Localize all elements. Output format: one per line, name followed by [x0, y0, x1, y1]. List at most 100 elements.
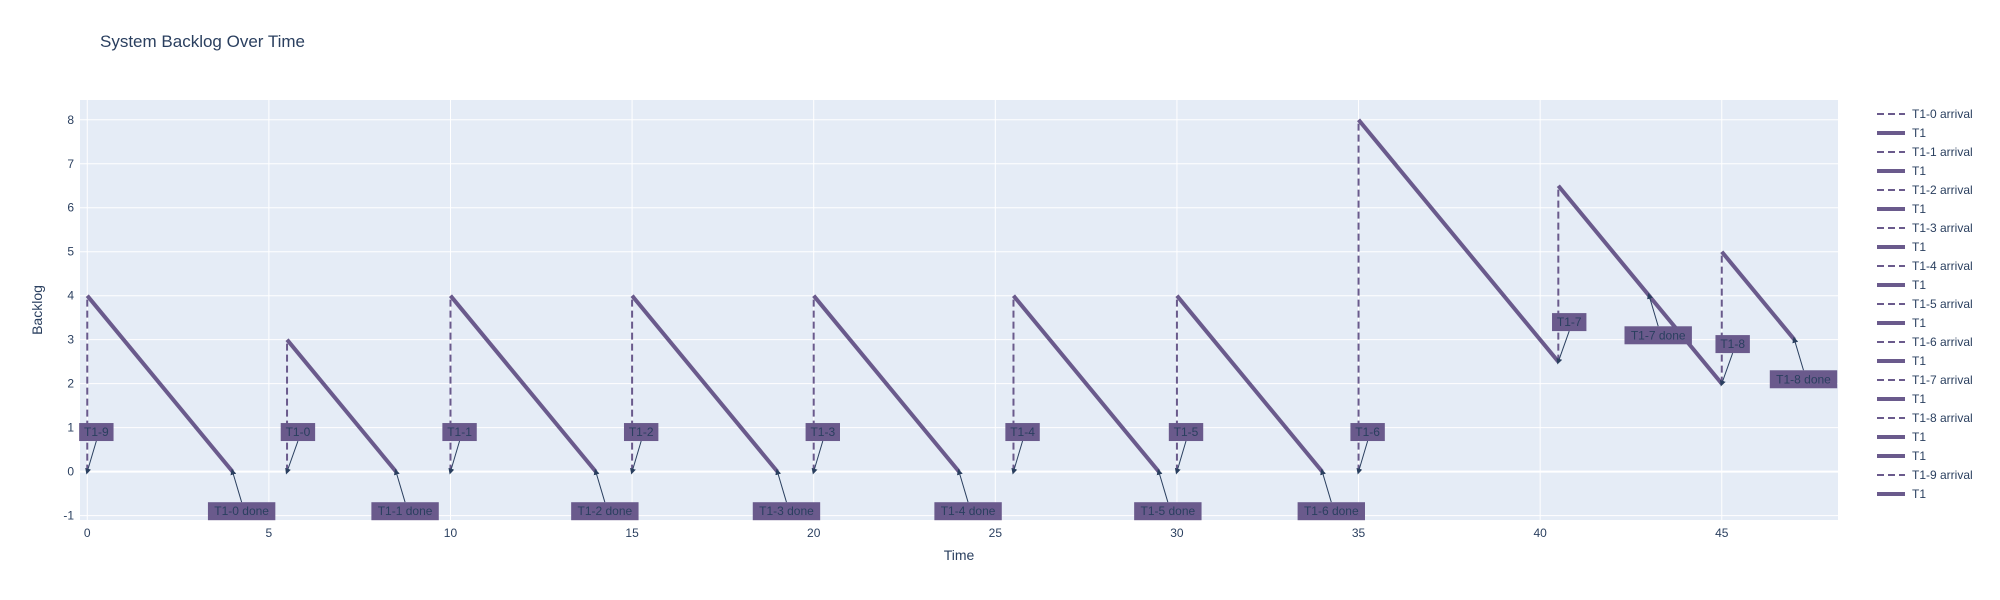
annotation-label: T1-5 done: [1141, 504, 1196, 518]
x-tick-label: 45: [1715, 526, 1729, 540]
service-line: [1011, 294, 1161, 473]
legend-item[interactable]: T1: [1877, 316, 1926, 330]
x-tick-label: 5: [266, 526, 273, 540]
annotation-arrow: [1556, 330, 1570, 365]
legend-item[interactable]: T1: [1877, 164, 1926, 178]
annotation: T1-5: [1168, 423, 1204, 475]
annotation-arrow: [1356, 440, 1369, 475]
annotation-label: T1-1 done: [378, 504, 433, 518]
annotation: T1-7: [1552, 313, 1587, 365]
annotation-label: T1-2 done: [578, 504, 633, 518]
legend-item[interactable]: T1-3 arrival: [1877, 221, 1973, 235]
legend-item[interactable]: T1: [1877, 487, 1926, 501]
x-tick-label: 40: [1533, 526, 1547, 540]
service-line: [1720, 250, 1796, 341]
service-line: [1175, 294, 1324, 473]
annotation-arrow: [85, 440, 97, 475]
legend-item[interactable]: T1: [1877, 354, 1926, 368]
annotation-label: T1-8: [1720, 337, 1745, 351]
legend-item[interactable]: T1: [1877, 126, 1926, 140]
y-axis-title: Backlog: [29, 285, 45, 335]
annotation: T1-6 done: [1297, 468, 1366, 521]
annotation-arrow: [1320, 468, 1332, 503]
legend-item[interactable]: T1: [1877, 392, 1926, 406]
annotation-arrow: [630, 440, 642, 475]
annotation-arrow: [1719, 352, 1734, 387]
legend-label: T1: [1912, 240, 1926, 254]
annotation-box: [1624, 326, 1692, 345]
annotation-label: T1-9: [84, 425, 109, 439]
legend-item[interactable]: T1: [1877, 240, 1926, 254]
y-tick-label: 4: [67, 289, 74, 303]
annotation-label: T1-0 done: [214, 504, 269, 518]
annotation-box: [1134, 502, 1202, 521]
y-tick-label: -1: [63, 509, 74, 523]
legend-item[interactable]: T1: [1877, 449, 1926, 463]
annotation: T1-9: [79, 423, 114, 475]
annotation-arrow: [811, 440, 824, 475]
annotation: T1-2: [623, 423, 659, 475]
legend-item[interactable]: T1-7 arrival: [1877, 373, 1973, 387]
series-layer: [85, 118, 1796, 473]
annotation-box: [207, 502, 276, 521]
legend-item[interactable]: T1-4 arrival: [1877, 259, 1973, 273]
legend-label: T1: [1912, 430, 1926, 444]
legend-item[interactable]: T1-5 arrival: [1877, 297, 1973, 311]
legend[interactable]: T1-0 arrival T1 T1-1 arrival T1 T1-2 arrival…: [1877, 107, 1973, 501]
annotation-box: [1769, 370, 1838, 389]
legend-label: T1-9 arrival: [1912, 468, 1973, 482]
legend-item[interactable]: T1-1 arrival: [1877, 145, 1973, 159]
annotation-arrow: [285, 440, 299, 475]
annotation: T1-5 done: [1134, 468, 1202, 521]
plot-area: [80, 100, 1838, 520]
legend-item[interactable]: T1-6 arrival: [1877, 335, 1973, 349]
legend-item[interactable]: T1-2 arrival: [1877, 183, 1973, 197]
annotation-label: T1-1: [447, 425, 472, 439]
legend-label: T1-4 arrival: [1912, 259, 1973, 273]
annotation-box: [1005, 423, 1040, 442]
service-line: [812, 294, 961, 473]
annotation-box: [623, 423, 659, 442]
legend-label: T1: [1912, 487, 1926, 501]
legend-item[interactable]: T1-0 arrival: [1877, 107, 1973, 121]
legend-label: T1-7 arrival: [1912, 373, 1973, 387]
annotation-arrow: [448, 440, 461, 475]
legend-label: T1-3 arrival: [1912, 221, 1973, 235]
annotation: T1-3 done: [752, 468, 821, 521]
annotation-arrow: [230, 468, 243, 503]
annotation-layer: T1-9 T1-0 T1-1 T1-2 T1-3 T1-4 T1-5 T1-6 T1-7 T1-8…: [79, 292, 1838, 521]
legend-label: T1-2 arrival: [1912, 183, 1973, 197]
annotation-box: [805, 423, 840, 442]
legend-label: T1-8 arrival: [1912, 411, 1973, 425]
service-line: [285, 338, 398, 473]
legend-item[interactable]: T1-9 arrival: [1877, 468, 1973, 482]
annotation-label: T1-3 done: [759, 504, 814, 518]
annotation-label: T1-2: [629, 425, 654, 439]
legend-item[interactable]: T1: [1877, 278, 1926, 292]
annotation-box: [752, 502, 821, 521]
legend-item[interactable]: T1-8 arrival: [1877, 411, 1973, 425]
legend-label: T1-6 arrival: [1912, 335, 1973, 349]
x-tick-label: 35: [1352, 526, 1366, 540]
service-line: [630, 294, 779, 473]
annotation-label: T1-5: [1174, 425, 1199, 439]
x-tick-label: 15: [625, 526, 639, 540]
annotation-box: [79, 423, 114, 442]
annotation: T1-2 done: [571, 468, 639, 521]
annotation-label: T1-7 done: [1631, 328, 1686, 342]
legend-item[interactable]: T1: [1877, 202, 1926, 216]
legend-label: T1: [1912, 316, 1926, 330]
legend-item[interactable]: T1: [1877, 430, 1926, 444]
legend-label: T1: [1912, 278, 1926, 292]
annotation-label: T1-6: [1355, 425, 1380, 439]
annotation-label: T1-6 done: [1304, 504, 1359, 518]
y-tick-label: 1: [67, 421, 74, 435]
annotation: T1-4: [1005, 423, 1040, 475]
y-tick-label: 6: [67, 201, 74, 215]
annotation-box: [1168, 423, 1204, 442]
annotation-arrow: [1792, 336, 1804, 371]
annotation-label: T1-8 done: [1776, 372, 1831, 386]
chart-title: System Backlog Over Time: [100, 32, 306, 51]
